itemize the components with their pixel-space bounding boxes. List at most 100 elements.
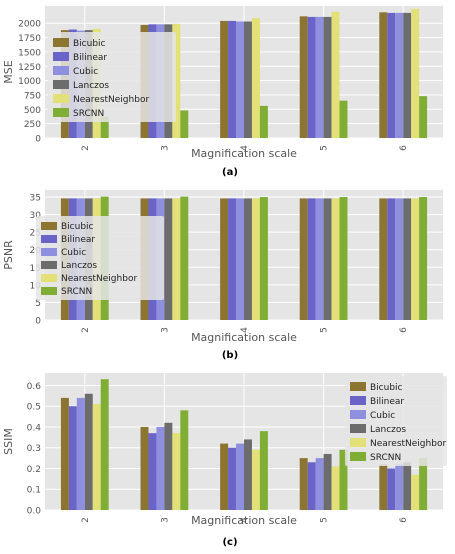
legend-label-bicubic: Bicubic bbox=[370, 383, 403, 393]
legend-swatch-bilinear bbox=[41, 235, 57, 243]
legend-label-bicubic: Bicubic bbox=[73, 39, 106, 49]
legend-swatch-cubic bbox=[350, 410, 366, 419]
y-axis-label: MSE bbox=[2, 60, 15, 83]
bar-cubic-2 bbox=[76, 397, 85, 510]
x-tick-label: 2 bbox=[81, 145, 91, 151]
bar-srcnn-5 bbox=[339, 100, 348, 138]
x-tick-label: 2 bbox=[81, 517, 91, 523]
x-tick-label: 6 bbox=[399, 145, 409, 151]
bar-bilinear-5 bbox=[307, 462, 316, 510]
bar-bilinear-4 bbox=[228, 447, 237, 510]
legend-label-nearestneighbor: NearestNeighbor bbox=[370, 439, 446, 449]
bar-bicubic-5 bbox=[299, 198, 308, 320]
bar-lanczos-5 bbox=[323, 453, 332, 510]
legend-label-bilinear: Bilinear bbox=[73, 53, 107, 63]
y-tick-label: 1250 bbox=[18, 63, 41, 73]
bar-bicubic-2 bbox=[60, 397, 69, 510]
bar-nearestneighbor-6 bbox=[411, 474, 420, 510]
legend-swatch-bilinear bbox=[350, 396, 366, 405]
bar-bicubic-6 bbox=[379, 464, 388, 510]
legend-swatch-nearestneighbor bbox=[53, 94, 69, 103]
bar-bilinear-6 bbox=[387, 198, 396, 320]
y-tick-label: 35 bbox=[30, 194, 41, 204]
x-tick-label: 2 bbox=[81, 327, 91, 333]
legend-label-nearestneighbor: NearestNeighbor bbox=[73, 95, 149, 105]
bar-srcnn-6 bbox=[419, 96, 428, 138]
bar-cubic-5 bbox=[315, 16, 324, 138]
legend-swatch-cubic bbox=[53, 66, 69, 75]
bar-srcnn-3 bbox=[180, 196, 189, 320]
bar-srcnn-5 bbox=[339, 449, 348, 510]
legend-swatch-bicubic bbox=[350, 382, 366, 391]
bar-lanczos-3 bbox=[164, 198, 173, 320]
legend-swatch-srcnn bbox=[53, 108, 69, 117]
bar-bilinear-4 bbox=[228, 198, 237, 320]
bar-bilinear-6 bbox=[387, 468, 396, 510]
legend-box bbox=[36, 216, 164, 300]
legend-swatch-nearestneighbor bbox=[350, 438, 366, 447]
y-tick-label: 1750 bbox=[18, 34, 41, 44]
x-tick-label: 4 bbox=[240, 517, 250, 523]
legend-swatch-cubic bbox=[41, 248, 57, 256]
bar-srcnn-6 bbox=[419, 197, 428, 320]
bar-cubic-4 bbox=[236, 21, 244, 138]
x-tick-label: 6 bbox=[399, 517, 409, 523]
bar-srcnn-6 bbox=[419, 458, 428, 510]
legend-label-lanczos: Lanczos bbox=[61, 261, 97, 271]
bar-bicubic-6 bbox=[379, 12, 388, 139]
x-tick-label: 3 bbox=[160, 327, 170, 333]
y-tick-label: 0.4 bbox=[27, 423, 42, 433]
x-tick-label: 3 bbox=[160, 517, 170, 523]
bar-nearestneighbor-6 bbox=[411, 198, 420, 320]
bar-nearestneighbor-3 bbox=[172, 198, 181, 320]
legend-label-bilinear: Bilinear bbox=[61, 235, 95, 245]
bar-bilinear-4 bbox=[228, 20, 237, 139]
bar-bilinear-5 bbox=[307, 198, 316, 320]
bar-lanczos-6 bbox=[403, 12, 412, 139]
bar-srcnn-4 bbox=[259, 197, 268, 320]
bar-bilinear-5 bbox=[307, 16, 316, 138]
legend-label-bicubic: Bicubic bbox=[61, 222, 94, 232]
bar-srcnn-3 bbox=[180, 110, 189, 138]
bar-nearestneighbor-2 bbox=[92, 404, 101, 510]
bar-nearestneighbor-3 bbox=[172, 23, 181, 138]
x-axis-label: Magnification scale bbox=[191, 331, 297, 344]
bar-nearestneighbor-5 bbox=[331, 466, 340, 510]
y-tick-label: 2000 bbox=[18, 20, 41, 30]
bar-bicubic-4 bbox=[220, 20, 229, 139]
y-tick-label: 750 bbox=[24, 91, 41, 101]
bar-bicubic-6 bbox=[379, 198, 388, 320]
bar-bicubic-5 bbox=[299, 458, 308, 510]
y-tick-label: 0 bbox=[35, 135, 41, 145]
bar-cubic-5 bbox=[315, 458, 324, 510]
legend: Bicubic Bilinear Cubic Lanczos NearestNeighb… bbox=[345, 376, 447, 466]
legend-swatch-srcnn bbox=[41, 287, 57, 295]
bar-cubic-6 bbox=[395, 198, 404, 320]
legend-swatch-bilinear bbox=[53, 52, 69, 61]
bar-bicubic-5 bbox=[299, 16, 308, 138]
legend: Bicubic Bilinear Cubic Lanczos NearestNeighb… bbox=[36, 216, 164, 300]
bar-lanczos-4 bbox=[244, 439, 252, 510]
bar-cubic-5 bbox=[315, 198, 324, 320]
panel-label: (c) bbox=[222, 537, 237, 548]
bar-bilinear-2 bbox=[68, 406, 77, 510]
legend-swatch-bicubic bbox=[53, 38, 69, 47]
bar-lanczos-2 bbox=[84, 393, 93, 510]
legend-label-cubic: Cubic bbox=[61, 248, 86, 258]
bar-lanczos-3 bbox=[164, 422, 173, 510]
y-axis-label: PSNR bbox=[2, 240, 15, 270]
bar-srcnn-3 bbox=[180, 410, 189, 510]
legend-label-cubic: Cubic bbox=[73, 67, 98, 77]
y-tick-label: 1500 bbox=[18, 48, 41, 58]
legend-label-lanczos: Lanczos bbox=[370, 425, 406, 435]
legend-label-nearestneighbor: NearestNeighbor bbox=[61, 274, 137, 284]
x-tick-label: 5 bbox=[320, 145, 330, 151]
legend-swatch-nearestneighbor bbox=[41, 274, 57, 282]
chart-panel-1: 0 250 500 750 1000 1250 1500 1750 2000 2 3 4 5 6 MSE Ma… bbox=[2, 6, 443, 178]
bar-lanczos-6 bbox=[403, 462, 412, 510]
bar-srcnn-4 bbox=[259, 431, 268, 510]
y-tick-label: 25 bbox=[30, 229, 41, 239]
y-tick-label: 0.0 bbox=[27, 507, 42, 517]
legend-swatch-bicubic bbox=[41, 222, 57, 230]
